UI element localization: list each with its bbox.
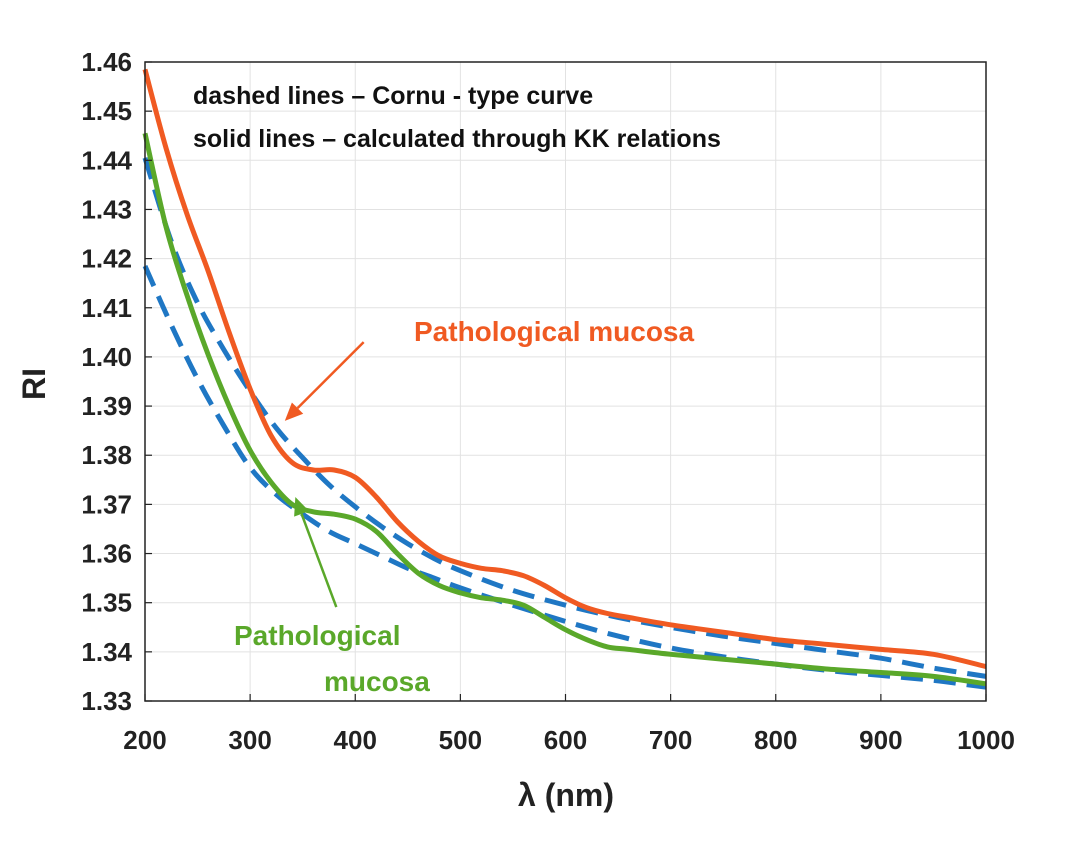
x-tick-label: 700	[649, 725, 692, 755]
x-tick-label: 500	[439, 725, 482, 755]
annotation-orange-label: Pathological mucosa	[414, 316, 694, 347]
annotation-arrow-head	[284, 402, 304, 421]
annotation-arrow-head	[294, 497, 310, 517]
y-tick-label: 1.39	[81, 391, 132, 421]
x-tick-label: 1000	[957, 725, 1015, 755]
x-tick-label: 400	[334, 725, 377, 755]
y-tick-label: 1.34	[81, 637, 132, 667]
y-tick-label: 1.43	[81, 194, 132, 224]
annotation-arrows	[284, 341, 365, 608]
y-tick-label: 1.33	[81, 686, 132, 716]
y-tick-label: 1.42	[81, 244, 132, 274]
y-tick-label: 1.35	[81, 588, 132, 618]
solid-series-line	[142, 132, 987, 687]
legend-note-solid: solid lines – calculated through KK rela…	[193, 125, 721, 153]
axis-ticks: 200 300 400 500 600 700 800 900 1000 1.33 1.34 1.35…	[81, 47, 1015, 755]
y-tick-label: 1.38	[81, 440, 132, 470]
dashed-series-line	[142, 157, 987, 679]
y-tick-label: 1.37	[81, 489, 132, 519]
annotation-green-label-line1: Pathological	[234, 620, 400, 651]
y-tick-label: 1.40	[81, 342, 132, 372]
y-axis-label: RI	[16, 368, 52, 400]
annotation-green-label-line2: mucosa	[324, 666, 430, 697]
x-axis-label: λ (nm)	[518, 777, 614, 813]
y-tick-label: 1.45	[81, 96, 132, 126]
annotation-arrow-shaft	[296, 341, 365, 409]
y-tick-label: 1.41	[81, 293, 132, 323]
y-tick-label: 1.46	[81, 47, 132, 77]
x-tick-label: 800	[754, 725, 797, 755]
x-tick-label: 900	[859, 725, 902, 755]
x-tick-label: 300	[228, 725, 271, 755]
data-series	[142, 68, 987, 690]
annotation-arrow-shaft	[300, 513, 338, 608]
y-tick-label: 1.44	[81, 145, 132, 175]
x-tick-label: 200	[123, 725, 166, 755]
x-tick-label: 600	[544, 725, 587, 755]
legend-note-dashed: dashed lines – Cornu - type curve	[193, 82, 593, 110]
y-tick-label: 1.36	[81, 539, 132, 569]
solid-series-line	[142, 68, 987, 670]
